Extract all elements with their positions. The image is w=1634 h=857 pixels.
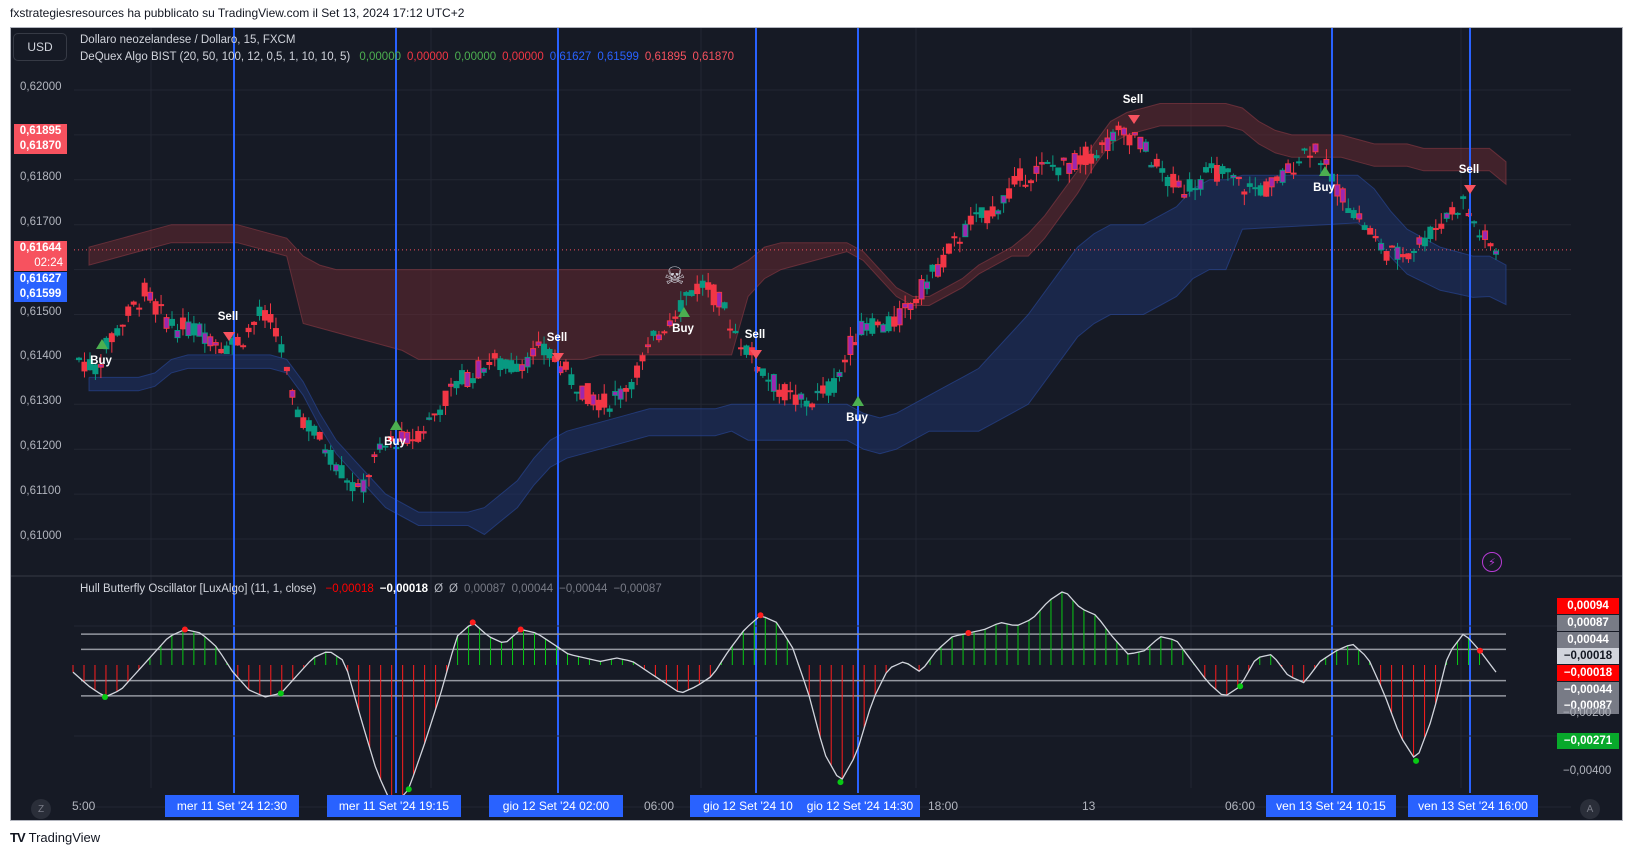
sell-signal-label: Sell	[546, 332, 568, 344]
oscillator-value: −0,00044	[559, 583, 608, 595]
indicator-value: 0,61870	[692, 51, 735, 63]
currency-button[interactable]: USD	[13, 33, 67, 61]
sell-signal-label: Sell	[1122, 94, 1144, 106]
indicator-value: 0,00000	[454, 51, 497, 63]
price-tag-line: 0,61599	[19, 288, 62, 300]
oscillator-value-tag: 0,00094	[1557, 598, 1619, 614]
oscillator-value: −0,00018	[379, 583, 429, 595]
published-line: fxstrategiesresources ha pubblicato su T…	[10, 6, 465, 20]
oscillator-value-tag: 0,00044	[1557, 632, 1619, 648]
price-tag-line: 02:24	[34, 257, 63, 269]
tradingview-watermark[interactable]: TV TradingView	[10, 830, 100, 845]
oscillator-legend[interactable]: Hull Butterfly Oscillator [LuxAlgo] (11,…	[80, 583, 668, 595]
chart-canvas[interactable]	[11, 28, 1623, 821]
watermark-text: TradingView	[28, 830, 101, 845]
oscillator-value-tag: −0,00271	[1557, 733, 1619, 749]
price-tag: 0,61895 0,61870	[14, 124, 67, 154]
price-tick-label: 0,61500	[20, 305, 62, 318]
buy-signal-label: Buy	[1313, 182, 1335, 194]
tradingview-logo-icon: TV	[10, 830, 26, 845]
time-tick-label: 06:00	[644, 799, 675, 813]
price-tag-line: 0,61895	[19, 125, 62, 137]
indicator-value: 0,00000	[502, 51, 544, 63]
time-highlight-label[interactable]: gio 12 Set '24 10	[690, 795, 806, 817]
oscillator-value-tag: −0,00018	[1557, 648, 1619, 664]
oscillator-value-tag: −0,00018	[1557, 665, 1619, 681]
price-tick-label: 0,61200	[20, 440, 62, 453]
sell-signal-label: Sell	[744, 329, 766, 341]
oscillator-value: Ø	[434, 583, 444, 595]
price-tick-label: 0,61400	[20, 350, 62, 363]
buy-signal-label: Buy	[90, 355, 112, 367]
price-tag-line: 0,61644	[19, 242, 62, 254]
buy-signal-label: Buy	[672, 323, 694, 335]
oscillator-tick-label: −0,00400	[1563, 765, 1612, 777]
time-tick-label: 06:00	[1225, 799, 1256, 813]
indicator-legend[interactable]: DeQuex Algo BIST (20, 50, 100, 12, 0,5, …	[80, 51, 740, 63]
price-tag: 0,61644 02:24	[14, 241, 67, 271]
zoom-reset-button[interactable]: Z	[31, 799, 51, 819]
time-tick-label: 5:00	[72, 799, 96, 813]
price-tick-label: 0,62000	[20, 81, 62, 93]
time-highlight-label[interactable]: gio 12 Set '24 14:30	[800, 795, 920, 817]
time-highlight-label[interactable]: mer 11 Set '24 19:15	[327, 795, 461, 817]
lightning-icon[interactable]: ⚡	[1482, 552, 1502, 572]
price-tick-label: 0,61100	[20, 485, 61, 498]
oscillator-value: 0,00087	[463, 583, 506, 595]
time-tick-label: 18:00	[928, 799, 959, 813]
skull-icon: ☠	[664, 262, 686, 290]
buy-signal-label: Buy	[384, 436, 406, 448]
buy-signal-label: Buy	[846, 412, 868, 424]
oscillator-value: −0,00087	[613, 583, 662, 595]
oscillator-value-tag: −0,00087	[1557, 698, 1619, 714]
indicator-value: 0,61599	[597, 51, 639, 63]
price-tag: 0,61627 0,61599	[14, 272, 67, 302]
oscillator-value-tag: 0,00087	[1557, 615, 1619, 631]
indicator-name: DeQuex Algo BIST (20, 50, 100, 12, 0,5, …	[80, 51, 351, 63]
price-tick-label: 0,61700	[20, 215, 62, 228]
time-highlight-label[interactable]: ven 13 Set '24 10:15	[1266, 795, 1396, 817]
indicator-value: 0,61627	[549, 51, 592, 63]
indicator-value: 0,00000	[359, 51, 401, 63]
time-highlight-label[interactable]: mer 11 Set '24 12:30	[165, 795, 299, 817]
price-tick-label: 0,61800	[20, 170, 62, 183]
oscillator-value: Ø	[449, 583, 458, 595]
price-tick-label: 0,61300	[20, 395, 62, 408]
time-highlight-label[interactable]: ven 13 Set '24 16:00	[1408, 795, 1538, 817]
indicator-value: 0,00000	[407, 51, 449, 63]
indicator-value: 0,61895	[644, 51, 687, 63]
price-tag-line: 0,61870	[19, 140, 62, 152]
oscillator-value: 0,00044	[511, 583, 554, 595]
auto-scale-button[interactable]: A	[1580, 799, 1600, 819]
oscillator-value: −0,00018	[325, 583, 374, 595]
oscillator-tick-label: −0,00200	[1563, 707, 1612, 719]
time-highlight-label[interactable]: gio 12 Set '24 02:00	[489, 795, 623, 817]
sell-signal-label: Sell	[1458, 164, 1480, 176]
chart-frame[interactable]	[10, 27, 1623, 821]
price-tick-label: 0,61000	[20, 530, 62, 542]
time-tick-label: 13	[1082, 799, 1096, 813]
price-tag-line: 0,61627	[19, 273, 62, 285]
symbol-title[interactable]: Dollaro neozelandese / Dollaro, 15, FXCM	[80, 34, 296, 46]
oscillator-name: Hull Butterfly Oscillator [LuxAlgo] (11,…	[80, 583, 317, 595]
sell-signal-label: Sell	[217, 311, 239, 323]
oscillator-value-tag: −0,00044	[1557, 682, 1619, 698]
